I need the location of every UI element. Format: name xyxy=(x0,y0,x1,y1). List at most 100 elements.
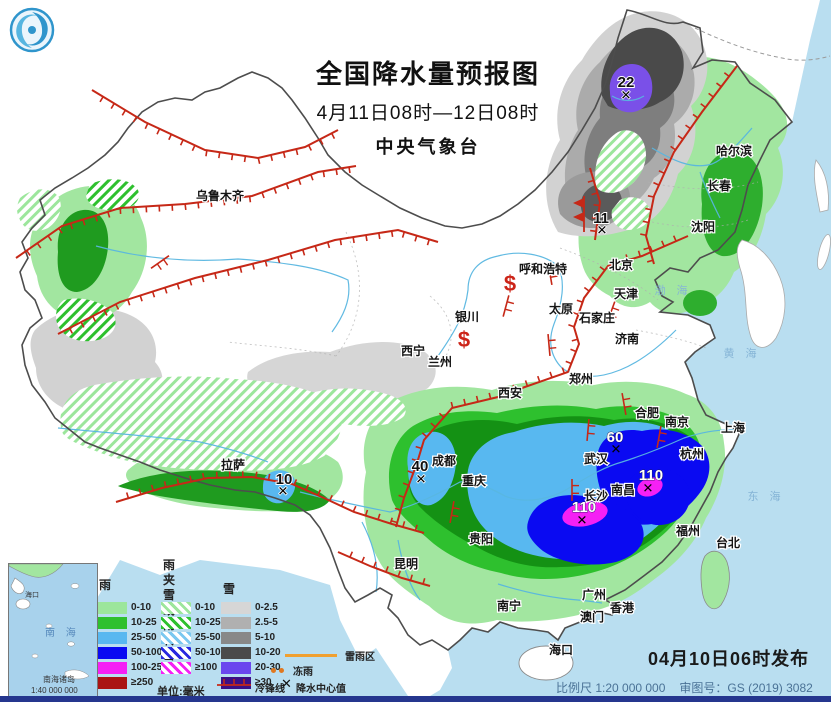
front-tick xyxy=(319,138,324,145)
city-label: 太原 xyxy=(549,301,573,316)
wind-barb-pole xyxy=(547,333,551,357)
front-tick xyxy=(188,279,193,286)
front-tick xyxy=(163,481,167,488)
inset-scale-label: 1:40 000 000 xyxy=(31,686,78,695)
legend-row: 20-30 xyxy=(221,660,281,675)
front-tick xyxy=(91,315,97,322)
legend-swatch-label: ≥250 xyxy=(131,677,154,688)
legend-row: 50-100 xyxy=(97,645,168,660)
wind-barb-pole xyxy=(547,263,553,285)
front-tick xyxy=(68,327,74,334)
wind-barb-tick xyxy=(504,308,513,312)
front-tick xyxy=(348,166,351,174)
wind-barb-tick xyxy=(451,514,459,518)
publish-time: 04月10日06时发布 xyxy=(648,649,810,669)
front-line xyxy=(395,235,689,528)
front-tick xyxy=(289,253,293,260)
legend-row: 2.5-5 xyxy=(221,615,281,630)
front-line xyxy=(115,475,425,534)
front-tick xyxy=(277,256,281,264)
front-tick xyxy=(572,311,579,316)
legend-row: 25-50 xyxy=(161,630,226,645)
legend-swatch-label: 25-50 xyxy=(195,632,221,643)
front-tick xyxy=(646,259,654,263)
front-tick xyxy=(365,234,368,242)
city-label: 南昌 xyxy=(611,482,635,497)
front-tick xyxy=(661,240,665,247)
front-tick xyxy=(524,380,529,387)
front-tick xyxy=(179,139,184,146)
front-tick xyxy=(115,303,120,310)
bottom-bar xyxy=(0,696,831,702)
front-tick xyxy=(475,395,479,402)
legend-rows: 0-2.5 2.5-5 5-10 10-20 20-30 ≥30 xyxy=(221,600,281,690)
precip-center-x-marker: ✕ xyxy=(621,87,632,102)
front-tick xyxy=(685,124,691,130)
city-label: 拉萨 xyxy=(221,457,245,472)
front-tick xyxy=(218,152,221,159)
front-tick xyxy=(364,509,369,516)
front-tick xyxy=(335,169,338,176)
front-tick xyxy=(385,566,389,573)
front-tick xyxy=(426,239,430,246)
front-tick xyxy=(700,103,706,109)
city-label: 兰州 xyxy=(428,354,452,369)
legend-row: ≥100 xyxy=(161,660,226,675)
wind-barb-tick xyxy=(452,506,460,510)
city-label: 西宁 xyxy=(401,343,425,358)
legend-swatch xyxy=(161,601,191,614)
front-tick xyxy=(328,494,333,502)
legend-swatch-label: 50-100 xyxy=(131,647,163,658)
front-tick xyxy=(151,291,156,298)
front-tick xyxy=(414,235,418,242)
precipitation-areas xyxy=(17,11,788,624)
legend-row: 10-20 xyxy=(221,645,281,660)
front-tick xyxy=(411,458,418,462)
front-tick xyxy=(488,392,492,399)
front-tick xyxy=(270,154,274,161)
sea-label: 东 海 xyxy=(747,489,784,503)
front-tick xyxy=(708,92,714,98)
city-label: 石家庄 xyxy=(578,310,615,325)
legend-row: 10-25 xyxy=(161,615,226,630)
city-label: 武汉 xyxy=(584,451,609,466)
wind-barb-tick xyxy=(587,432,595,435)
city-label: 北京 xyxy=(609,257,633,272)
front-tick xyxy=(317,489,321,496)
front-tick xyxy=(139,295,143,302)
legend-row: 0-2.5 xyxy=(221,600,281,615)
front-tick xyxy=(647,195,654,198)
front-tick xyxy=(391,520,398,524)
front-tick xyxy=(94,215,98,222)
precip-center-x-marker: ✕ xyxy=(416,471,427,486)
legend-swatch xyxy=(161,646,191,659)
map-title-block: 全国降水量预报图 4月11日08时—12日08时 中央气象台 xyxy=(268,54,588,159)
front-tick xyxy=(132,116,138,123)
city-label: 海口 xyxy=(549,642,573,657)
front-tick xyxy=(273,187,278,194)
city-label: 成都 xyxy=(432,453,456,468)
front-tick xyxy=(663,158,671,163)
front-tick xyxy=(373,561,377,568)
front-tick xyxy=(422,578,426,585)
precip-center-value: 22 xyxy=(618,74,635,91)
cma-logo-icon xyxy=(9,7,55,53)
wind-barb-tick xyxy=(549,267,557,271)
legend-swatch-label: 25-50 xyxy=(131,632,157,643)
precip-center-x-marker: ✕ xyxy=(278,483,289,498)
front-tick xyxy=(672,235,677,242)
legend-swatch-label: 5-10 xyxy=(255,632,276,643)
city-label: 香港 xyxy=(609,600,635,615)
front-tick xyxy=(210,200,213,207)
front-tick xyxy=(214,272,218,280)
legend-swatch-label: 50-100 xyxy=(195,647,227,658)
city-label: 呼和浩特 xyxy=(519,261,567,276)
precip-center-value: 110 xyxy=(572,499,596,516)
front-tick xyxy=(307,144,313,151)
scale-ratio: 比例尺 1:20 000 000 xyxy=(556,681,666,695)
wind-barb-tick xyxy=(549,346,557,349)
front-tick xyxy=(549,371,553,378)
city-label: 长春 xyxy=(707,178,732,193)
wind-barb-tick xyxy=(658,439,666,443)
legend-swatch-label: 20-30 xyxy=(255,662,281,673)
